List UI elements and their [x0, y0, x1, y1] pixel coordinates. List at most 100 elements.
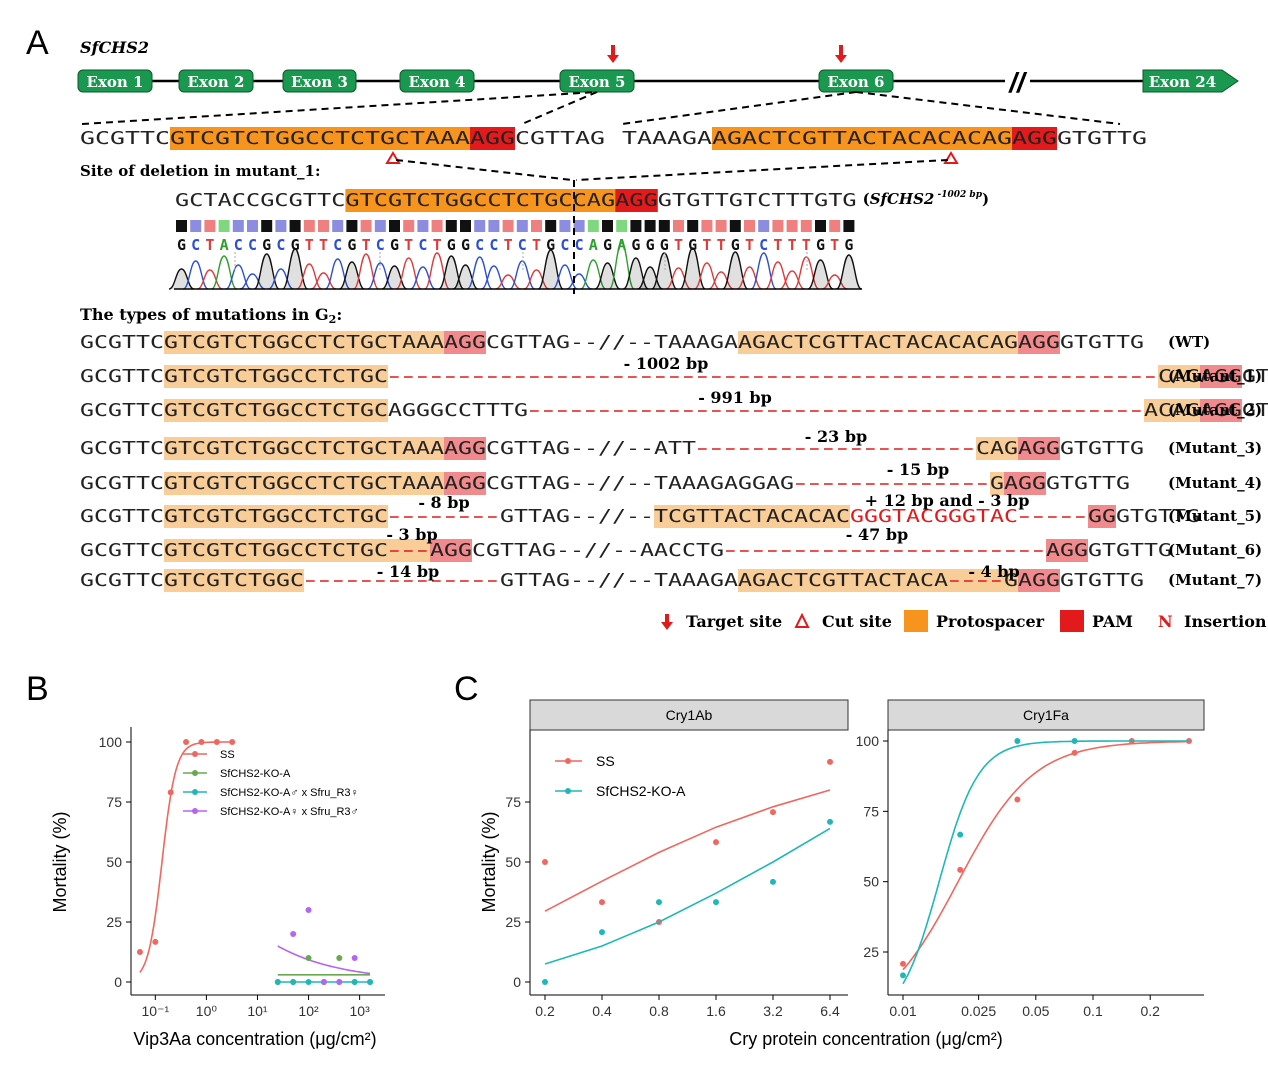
data-point: [336, 979, 343, 985]
sequence-text: CGTTAG--//--ATT: [486, 438, 696, 459]
sequence-text: GGGTACGGGTAC: [850, 506, 1018, 527]
protospacer-highlight: [164, 399, 388, 422]
protospacer-highlight: [990, 472, 1004, 495]
facet-strip: [529, 699, 849, 731]
quality-square: [616, 220, 628, 232]
protospacer-highlight: [1004, 569, 1018, 592]
mutation-row: GCGTTC GTCGTCTGGCCTCTGC GTTAG--//-- TCGTTAC…: [80, 505, 1200, 528]
quality-square: [417, 220, 429, 232]
base-call: T: [504, 236, 513, 254]
base-call: G: [447, 236, 456, 254]
trace-peak: [537, 249, 564, 290]
trace-peak: [822, 274, 848, 290]
trace-peak: [481, 265, 507, 290]
pam-highlight: [1200, 399, 1242, 422]
sequence-text: GTCGTCTGGCCTCTGCTAAA: [164, 332, 444, 353]
trace-peak: [779, 270, 805, 290]
sequence-text: GTCGTCTGGCCTCTGCTAAA: [164, 438, 444, 459]
exon-label: Exon 3: [291, 73, 348, 91]
quality-square: [829, 220, 841, 232]
base-call: T: [717, 236, 726, 254]
protospacer-highlight: [345, 189, 573, 212]
quality-square: [673, 220, 684, 232]
fit-line-ss: [139, 741, 233, 973]
deletion-size: - 47 bp: [846, 525, 908, 544]
sequence-text: AGACTCGTTACTACACACAG: [738, 332, 1018, 353]
pam-highlight: [444, 472, 486, 495]
protospacer-highlight: [712, 127, 1012, 150]
sequence-text: AGG: [470, 128, 515, 149]
deletion-size: + 12 bp and - 3 bp: [865, 491, 1030, 510]
base-call: T: [702, 236, 711, 254]
exon-box: [282, 69, 357, 93]
fit-line: [902, 740, 1189, 985]
protospacer-highlight: [1158, 365, 1200, 388]
quality-square: [218, 220, 230, 232]
cut-site-icon: [385, 151, 401, 164]
trace-peak: [438, 255, 465, 290]
sequence-text: GCTACCGCGTTC: [175, 190, 345, 211]
quality-square: [772, 220, 784, 232]
quality-square: [715, 220, 727, 232]
pam-highlight: [1200, 365, 1242, 388]
data-point: [136, 949, 143, 955]
base-call: T: [830, 236, 839, 254]
zoom-line: [521, 91, 598, 125]
x-tick-label: 0.2: [1140, 1003, 1160, 1019]
data-point: [305, 907, 312, 913]
fit-line: [544, 789, 831, 912]
sequence-text: GTGTTG: [1088, 540, 1172, 561]
protospacer-highlight: [976, 437, 1018, 460]
sequence-text: CGTTAG--//--TAAAGAGGAG: [486, 473, 794, 494]
data-point: [274, 979, 281, 985]
quality-square: [303, 220, 315, 232]
data-point: [599, 929, 605, 936]
quality-square: [786, 220, 798, 232]
sequence-text: GTCGTCTGGCCTCTGCTAAA: [164, 473, 444, 494]
protospacer-highlight: [164, 539, 388, 562]
base-call: A: [589, 236, 598, 254]
quality-square: [374, 220, 386, 232]
target-arrow-icon: [607, 45, 619, 63]
data-point: [336, 955, 343, 961]
data-point: [367, 979, 374, 985]
y-tick-label: 50: [106, 854, 122, 870]
deletion-size: - 4 bp: [968, 562, 1019, 581]
fit-line-ko-female: [277, 945, 371, 975]
base-call: C: [518, 236, 527, 254]
base-call: G: [646, 236, 655, 254]
deletion-size: - 1002 bp: [624, 354, 709, 373]
sequence-text: GTTAG--//--: [500, 506, 654, 527]
gene-name: SfCHS2: [80, 38, 149, 57]
pam-highlight: [1088, 505, 1116, 528]
x-tick-label: 6.4: [820, 1003, 840, 1019]
mutation-row: GCGTTC GTCGTCTGGCCTCTGCTAAA AGG CGTTAG--//-…: [80, 331, 1144, 354]
data-point: [152, 938, 159, 945]
data-point: [1014, 738, 1021, 744]
panel-label-b: B: [26, 670, 49, 708]
base-call: T: [674, 236, 683, 254]
trace-peak: [211, 255, 237, 290]
sequence-text: ACAG: [1144, 400, 1200, 421]
trace-peak: [552, 264, 578, 290]
facet-label: Cry1Fa: [1023, 707, 1069, 723]
trace-peak: [694, 262, 720, 290]
sequence-text: CGTTAG--//--AACCTG: [472, 540, 724, 561]
mutation-row: GCGTTC GTCGTCTGGCCTCTGCTAAA AGG CGTTAG--//-…: [80, 472, 1130, 495]
trace-peak: [807, 259, 834, 290]
base-call: G: [731, 236, 740, 254]
x-axis-label: Cry protein concentration (μg/cm²): [729, 1029, 1002, 1049]
data-point: [713, 839, 719, 846]
sequence-text: GCGTTC: [80, 540, 164, 561]
x-tick-label: 0.01: [889, 1003, 916, 1019]
base-call: T: [404, 236, 413, 254]
trace-peak: [253, 253, 280, 290]
data-point: [770, 878, 776, 885]
deletion-site-label: Site of deletion in mutant_1:: [80, 162, 321, 180]
base-call: C: [248, 236, 257, 254]
sequence-text: AGG: [1018, 438, 1060, 459]
data-point: [213, 739, 220, 745]
sequence-text: GTCGTCTGGCCTCTGC: [164, 506, 388, 527]
pam-highlight: [1046, 539, 1088, 562]
